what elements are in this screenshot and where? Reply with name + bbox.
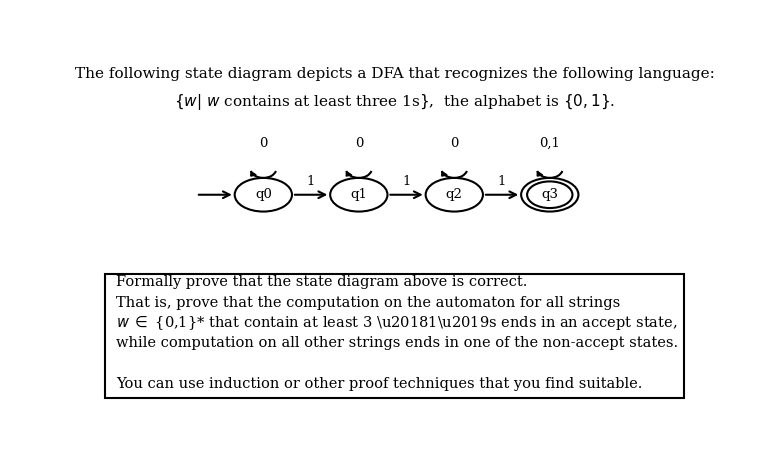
Circle shape [527,182,572,208]
Polygon shape [442,172,447,176]
Text: q1: q1 [350,188,367,201]
Text: q0: q0 [255,188,272,201]
Text: 0: 0 [259,137,267,150]
Text: $w$: $w$ [116,316,130,330]
Polygon shape [537,172,543,176]
Text: 1: 1 [498,176,506,188]
Text: That is, prove that the computation on the automaton for all strings: That is, prove that the computation on t… [116,296,620,310]
Polygon shape [346,172,352,176]
Circle shape [426,178,483,212]
Circle shape [235,178,292,212]
Text: 0: 0 [355,137,363,150]
Text: 0: 0 [450,137,458,150]
Text: q2: q2 [446,188,463,201]
Text: 1: 1 [307,176,315,188]
Text: 0,1: 0,1 [539,137,561,150]
Text: Formally prove that the state diagram above is correct.: Formally prove that the state diagram ab… [116,275,527,289]
Text: You can use induction or other proof techniques that you find suitable.: You can use induction or other proof tec… [116,377,642,391]
Text: q3: q3 [541,188,558,201]
Text: $\{w|\ w$ contains at least three 1s$\}$,  the alphabet is $\{0,1\}$.: $\{w|\ w$ contains at least three 1s$\}$… [174,92,615,112]
Text: $\in$ {0,1}* that contain at least 3 \u20181\u2019s ends in an accept state,: $\in$ {0,1}* that contain at least 3 \u2… [127,314,678,332]
Polygon shape [251,172,256,176]
Bar [105,273,684,398]
Text: while computation on all other strings ends in one of the non-accept states.: while computation on all other strings e… [116,336,678,350]
Text: 1: 1 [403,176,410,188]
Circle shape [330,178,387,212]
Circle shape [521,178,578,212]
Text: The following state diagram depicts a DFA that recognizes the following language: The following state diagram depicts a DF… [75,67,715,81]
